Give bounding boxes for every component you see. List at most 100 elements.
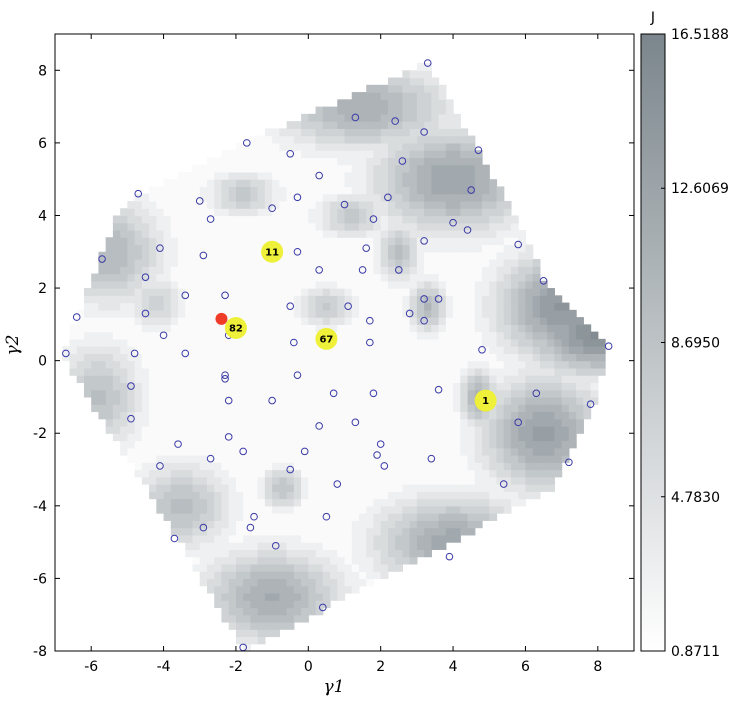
contour-cell	[358, 578, 367, 587]
contour-cell	[402, 360, 411, 369]
contour-cell	[330, 251, 338, 260]
contour-cell	[279, 295, 288, 304]
contour-cell	[395, 375, 403, 384]
contour-cell	[301, 404, 309, 413]
contour-cell	[351, 549, 360, 558]
contour-cell	[554, 418, 563, 427]
contour-cell	[438, 135, 447, 144]
contour-cell	[250, 498, 259, 507]
contour-cell	[358, 295, 367, 304]
contour-cell	[134, 331, 143, 340]
contour-cell	[272, 418, 280, 427]
contour-cell	[308, 527, 317, 536]
contour-cell	[424, 259, 432, 267]
contour-cell	[482, 353, 490, 362]
contour-cell	[431, 164, 440, 173]
contour-cell	[235, 469, 244, 478]
contour-cell	[431, 135, 440, 144]
contour-cell	[322, 244, 331, 253]
contour-cell	[474, 222, 483, 231]
contour-cell	[568, 396, 577, 405]
contour-cell	[561, 367, 570, 376]
contour-cell	[301, 433, 309, 442]
contour-cell	[315, 150, 324, 158]
contour-cell	[445, 520, 454, 529]
contour-cell	[344, 476, 353, 485]
contour-cell	[380, 418, 389, 427]
contour-cell	[91, 346, 100, 354]
sample-point	[463, 226, 472, 234]
contour-cell	[547, 367, 555, 376]
contour-cell	[322, 121, 331, 129]
contour-cell	[438, 411, 447, 420]
contour-cell	[235, 229, 244, 238]
contour-cell	[83, 295, 92, 304]
contour-cell	[199, 462, 208, 471]
contour-cell	[344, 505, 353, 514]
contour-cell	[568, 404, 577, 413]
contour-cell	[127, 425, 136, 434]
sample-point	[420, 316, 428, 325]
contour-cell	[315, 346, 324, 354]
x-tick-label: -4	[157, 659, 171, 675]
contour-cell	[214, 266, 223, 275]
contour-cell	[170, 324, 179, 333]
contour-cell	[214, 433, 223, 442]
contour-cell	[206, 302, 215, 311]
contour-cell	[424, 353, 432, 362]
contour-cell	[279, 614, 288, 623]
contour-cell	[199, 164, 208, 173]
contour-cell	[344, 251, 353, 260]
contour-cell	[141, 309, 150, 318]
contour-cell	[301, 200, 309, 209]
contour-cell	[503, 288, 512, 296]
contour-cell	[272, 179, 280, 188]
contour-cell	[503, 309, 512, 318]
contour-cell	[337, 491, 346, 500]
contour-cell	[351, 317, 360, 325]
contour-cell	[178, 259, 186, 267]
contour-cell	[510, 455, 519, 463]
contour-cell	[257, 353, 266, 362]
contour-cell	[474, 295, 483, 304]
contour-cell	[344, 179, 353, 188]
contour-cell	[576, 418, 584, 427]
contour-cell	[387, 469, 396, 478]
contour-cell	[539, 375, 548, 384]
contour-cell	[453, 353, 461, 362]
contour-cell	[228, 455, 237, 463]
contour-cell	[206, 563, 215, 572]
contour-cell	[141, 360, 150, 369]
contour-cell	[127, 317, 136, 325]
contour-cell	[279, 520, 288, 529]
contour-cell	[510, 425, 519, 434]
contour-cell	[351, 92, 360, 100]
contour-cell	[496, 353, 505, 362]
contour-cell	[525, 375, 534, 384]
contour-cell	[192, 200, 201, 209]
contour-cell	[149, 193, 157, 202]
contour-cell	[366, 455, 375, 463]
contour-cell	[547, 440, 555, 449]
contour-cell	[431, 360, 440, 369]
contour-cell	[243, 484, 252, 492]
contour-cell	[250, 208, 259, 217]
contour-cell	[322, 237, 331, 246]
contour-cell	[214, 302, 223, 311]
contour-cell	[264, 469, 273, 478]
contour-cell	[91, 389, 100, 398]
contour-cell	[576, 360, 584, 369]
contour-cell	[351, 244, 360, 253]
contour-cell	[445, 338, 454, 347]
contour-cell	[344, 128, 353, 137]
contour-cell	[510, 360, 519, 369]
contour-cell	[192, 513, 201, 521]
contour-cell	[373, 382, 382, 391]
contour-cell	[199, 411, 208, 420]
contour-cell	[467, 200, 476, 209]
contour-cell	[387, 534, 396, 543]
contour-cell	[228, 578, 237, 587]
contour-cell	[467, 237, 476, 246]
contour-cell	[163, 491, 172, 500]
contour-cell	[105, 324, 114, 333]
